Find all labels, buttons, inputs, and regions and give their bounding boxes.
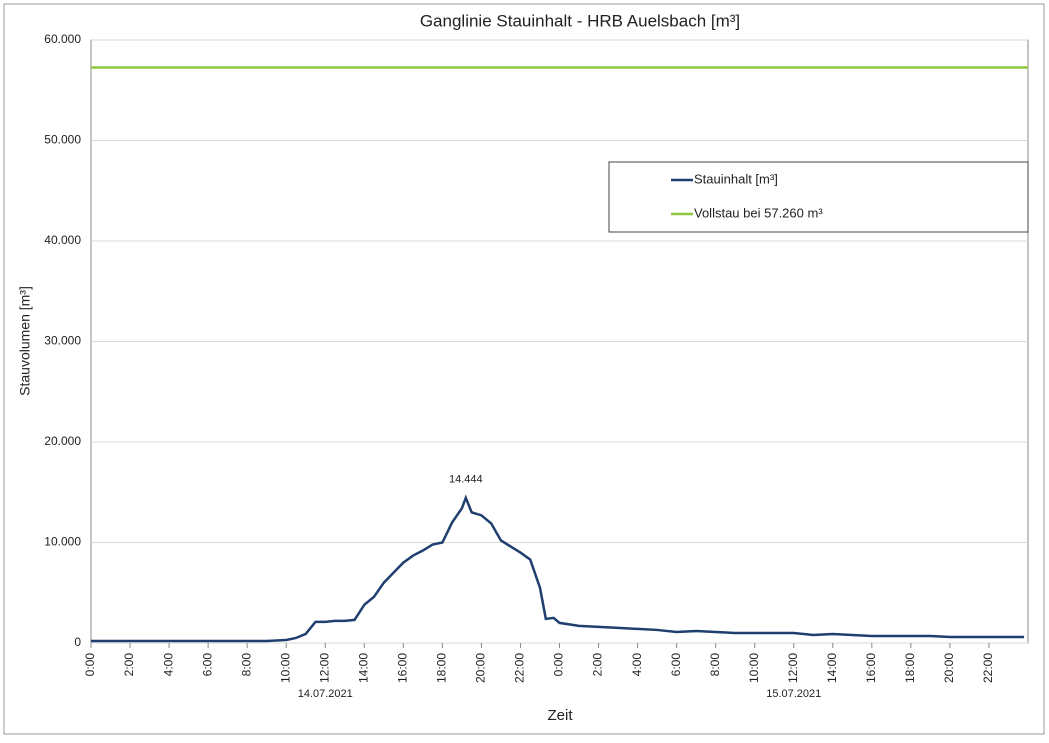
x-tick-label: 16:00 <box>864 653 878 683</box>
y-tick-label: 20.000 <box>44 434 81 448</box>
x-tick-label: 12:00 <box>317 653 331 683</box>
x-tick-label: 14:00 <box>825 653 839 683</box>
frame <box>3 3 1045 735</box>
x-tick-label: 16:00 <box>396 653 410 683</box>
y-tick-label: 30.000 <box>44 334 81 348</box>
x-tick-label: 2:00 <box>122 653 136 677</box>
legend <box>608 161 1029 233</box>
x-tick-label: 6:00 <box>200 653 214 677</box>
x-tick-label: 8:00 <box>239 653 253 677</box>
x-tick-label: 6:00 <box>669 653 683 677</box>
y-tick-label: 10.000 <box>44 535 81 549</box>
date-label: 14.07.2021 <box>298 688 353 700</box>
series-line <box>91 494 1025 643</box>
x-tick-label: 0:00 <box>552 653 566 677</box>
x-axis-label: Zeit <box>547 707 573 724</box>
x-tick-label: 0:00 <box>83 653 97 677</box>
x-tick-label: 20:00 <box>942 653 956 683</box>
x-tick-label: 12:00 <box>786 653 800 683</box>
x-tick-label: 2:00 <box>591 653 605 677</box>
y-tick-label: 40.000 <box>44 233 81 247</box>
x-tick-label: 20:00 <box>474 653 488 683</box>
y-tick-label: 0 <box>74 635 81 649</box>
x-tick-label: 10:00 <box>278 653 292 683</box>
x-tick-label: 18:00 <box>903 653 917 683</box>
y-axis-label: Stauvolumen [m³] <box>17 286 33 396</box>
x-tick-label: 10:00 <box>747 653 761 683</box>
x-tick-label: 18:00 <box>435 653 449 683</box>
legend-label: Vollstau bei 57.260 m³ <box>694 205 823 220</box>
x-tick-label: 22:00 <box>981 653 995 683</box>
legend-label: Stauinhalt [m³] <box>694 171 778 186</box>
chart-title: Ganglinie Stauinhalt - HRB Auelsbach [m³… <box>420 11 740 30</box>
x-tick-label: 4:00 <box>161 653 175 677</box>
x-tick-label: 14:00 <box>356 653 370 683</box>
y-tick-label: 50.000 <box>44 133 81 147</box>
x-tick-label: 4:00 <box>630 653 644 677</box>
x-tick-label: 22:00 <box>513 653 527 683</box>
date-label: 15.07.2021 <box>766 688 821 700</box>
y-tick-label: 60.000 <box>44 32 81 46</box>
x-tick-label: 8:00 <box>708 653 722 677</box>
data-label: 14.444 <box>449 474 483 486</box>
